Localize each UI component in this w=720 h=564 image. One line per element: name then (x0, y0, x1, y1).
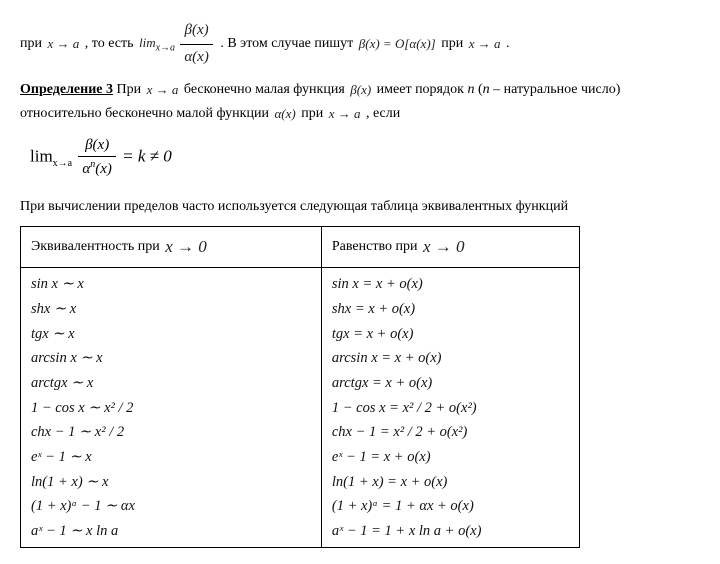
eq-line: arcsin x = x + o(x) (332, 346, 569, 371)
right-cell: sin x = x + o(x) shx = x + o(x) tgx = x … (321, 268, 579, 548)
eq-line: shx ∼ x (31, 297, 311, 322)
table-body-row: sin x ∼ x shx ∼ x tgx ∼ x arcsin x ∼ x a… (21, 268, 580, 548)
n: n (483, 82, 490, 97)
definition-3: Определение 3 При x → a бесконечно малая… (20, 78, 700, 126)
eq-line: 1 − cos x = x² / 2 + o(x²) (332, 396, 569, 421)
t: при (301, 106, 323, 121)
sub: x→a (53, 157, 72, 168)
eq-line: chx − 1 = x² / 2 + o(x²) (332, 420, 569, 445)
t: . В этом случае пишут (220, 36, 353, 51)
eq-line: eˣ − 1 = x + o(x) (332, 445, 569, 470)
eq-line: sin x ∼ x (31, 272, 311, 297)
frac: β(x) αn(x) (78, 134, 116, 181)
math: β(x) (348, 79, 373, 101)
eq-line: arctgx = x + o(x) (332, 371, 569, 396)
eq-line: (1 + x)ᵅ = 1 + αx + o(x) (332, 494, 569, 519)
num: β(x) (78, 134, 116, 158)
math: x → a (467, 33, 503, 55)
t: при (20, 36, 42, 51)
col2-header: Равенство при x → 0 (321, 227, 579, 268)
eq-line: 1 − cos x ∼ x² / 2 (31, 396, 311, 421)
eq-line: tgx = x + o(x) (332, 322, 569, 347)
eq-line: tgx ∼ x (31, 322, 311, 347)
eq-line: chx − 1 ∼ x² / 2 (31, 420, 311, 445)
t: , то есть (85, 36, 134, 51)
col1-header: Эквивалентность при x → 0 (21, 227, 322, 268)
n: n (467, 82, 474, 97)
h2-math: x → 0 (421, 237, 467, 257)
eq-line: arcsin x ∼ x (31, 346, 311, 371)
math: β(x) = O[α(x)] (357, 33, 438, 55)
math: x → a (327, 103, 363, 125)
eq-line: (1 + x)ᵅ − 1 ∼ αx (31, 494, 311, 519)
t: при (441, 36, 463, 51)
t: имеет порядок (377, 82, 464, 97)
equivalence-table: Эквивалентность при x → 0 Равенство при … (20, 226, 580, 548)
den: αn(x) (78, 157, 116, 181)
eq-line: sin x = x + o(x) (332, 272, 569, 297)
h1-text: Эквивалентность при (31, 240, 163, 255)
eq-line: ln(1 + x) ∼ x (31, 470, 311, 495)
eq-line: shx = x + o(x) (332, 297, 569, 322)
lim: lim (139, 35, 156, 50)
rhs: = k ≠ 0 (122, 146, 172, 165)
table-header-row: Эквивалентность при x → 0 Равенство при … (21, 227, 580, 268)
line1: при x → a , то есть limx→a β(x) α(x) . В… (20, 18, 700, 70)
left-cell: sin x ∼ x shx ∼ x tgx ∼ x arcsin x ∼ x a… (21, 268, 322, 548)
def-title: Определение 3 (20, 82, 113, 97)
lim: lim (30, 146, 53, 165)
math: α(x) (272, 103, 297, 125)
t: . (506, 36, 510, 51)
math-lim: limx→a β(x) α(x) (137, 18, 217, 70)
den: α(x) (180, 45, 213, 71)
eq-line: eˣ − 1 ∼ x (31, 445, 311, 470)
t: При (116, 82, 141, 97)
h2-text: Равенство при (332, 240, 421, 255)
num: β(x) (180, 18, 213, 45)
display-equation: limx→a β(x) αn(x) = k ≠ 0 (30, 134, 700, 181)
eq-line: ln(1 + x) = x + o(x) (332, 470, 569, 495)
t: , если (366, 106, 400, 121)
eq-line: arctgx ∼ x (31, 371, 311, 396)
t: бесконечно малая функция (184, 82, 345, 97)
math: x → a (145, 79, 181, 101)
h1-math: x → 0 (163, 237, 209, 257)
den-x: (x) (95, 161, 112, 177)
frac: β(x) α(x) (180, 18, 213, 70)
para-table-intro: При вычислении пределов часто использует… (20, 195, 700, 219)
math: x → a (45, 33, 81, 55)
sub: x→a (156, 43, 175, 54)
